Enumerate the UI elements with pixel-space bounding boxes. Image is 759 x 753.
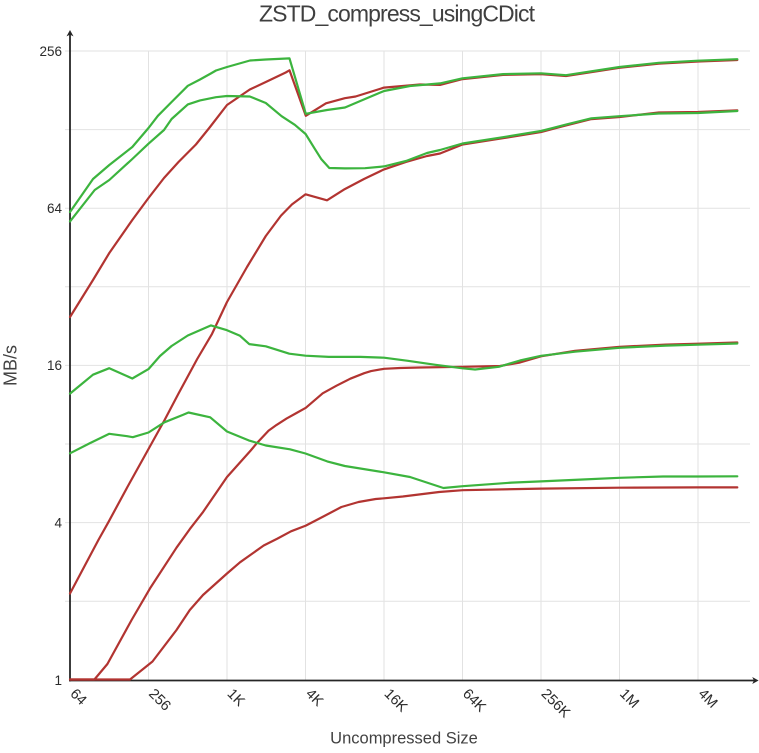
svg-text:16: 16 <box>47 358 62 373</box>
svg-text:1: 1 <box>54 673 62 688</box>
svg-text:Uncompressed Size: Uncompressed Size <box>330 730 478 748</box>
svg-text:MB/s: MB/s <box>1 345 21 386</box>
svg-text:64: 64 <box>47 201 63 216</box>
svg-text:ZSTD_compress_usingCDict: ZSTD_compress_usingCDict <box>259 1 536 27</box>
svg-text:256: 256 <box>39 44 62 59</box>
svg-text:4: 4 <box>54 515 62 530</box>
